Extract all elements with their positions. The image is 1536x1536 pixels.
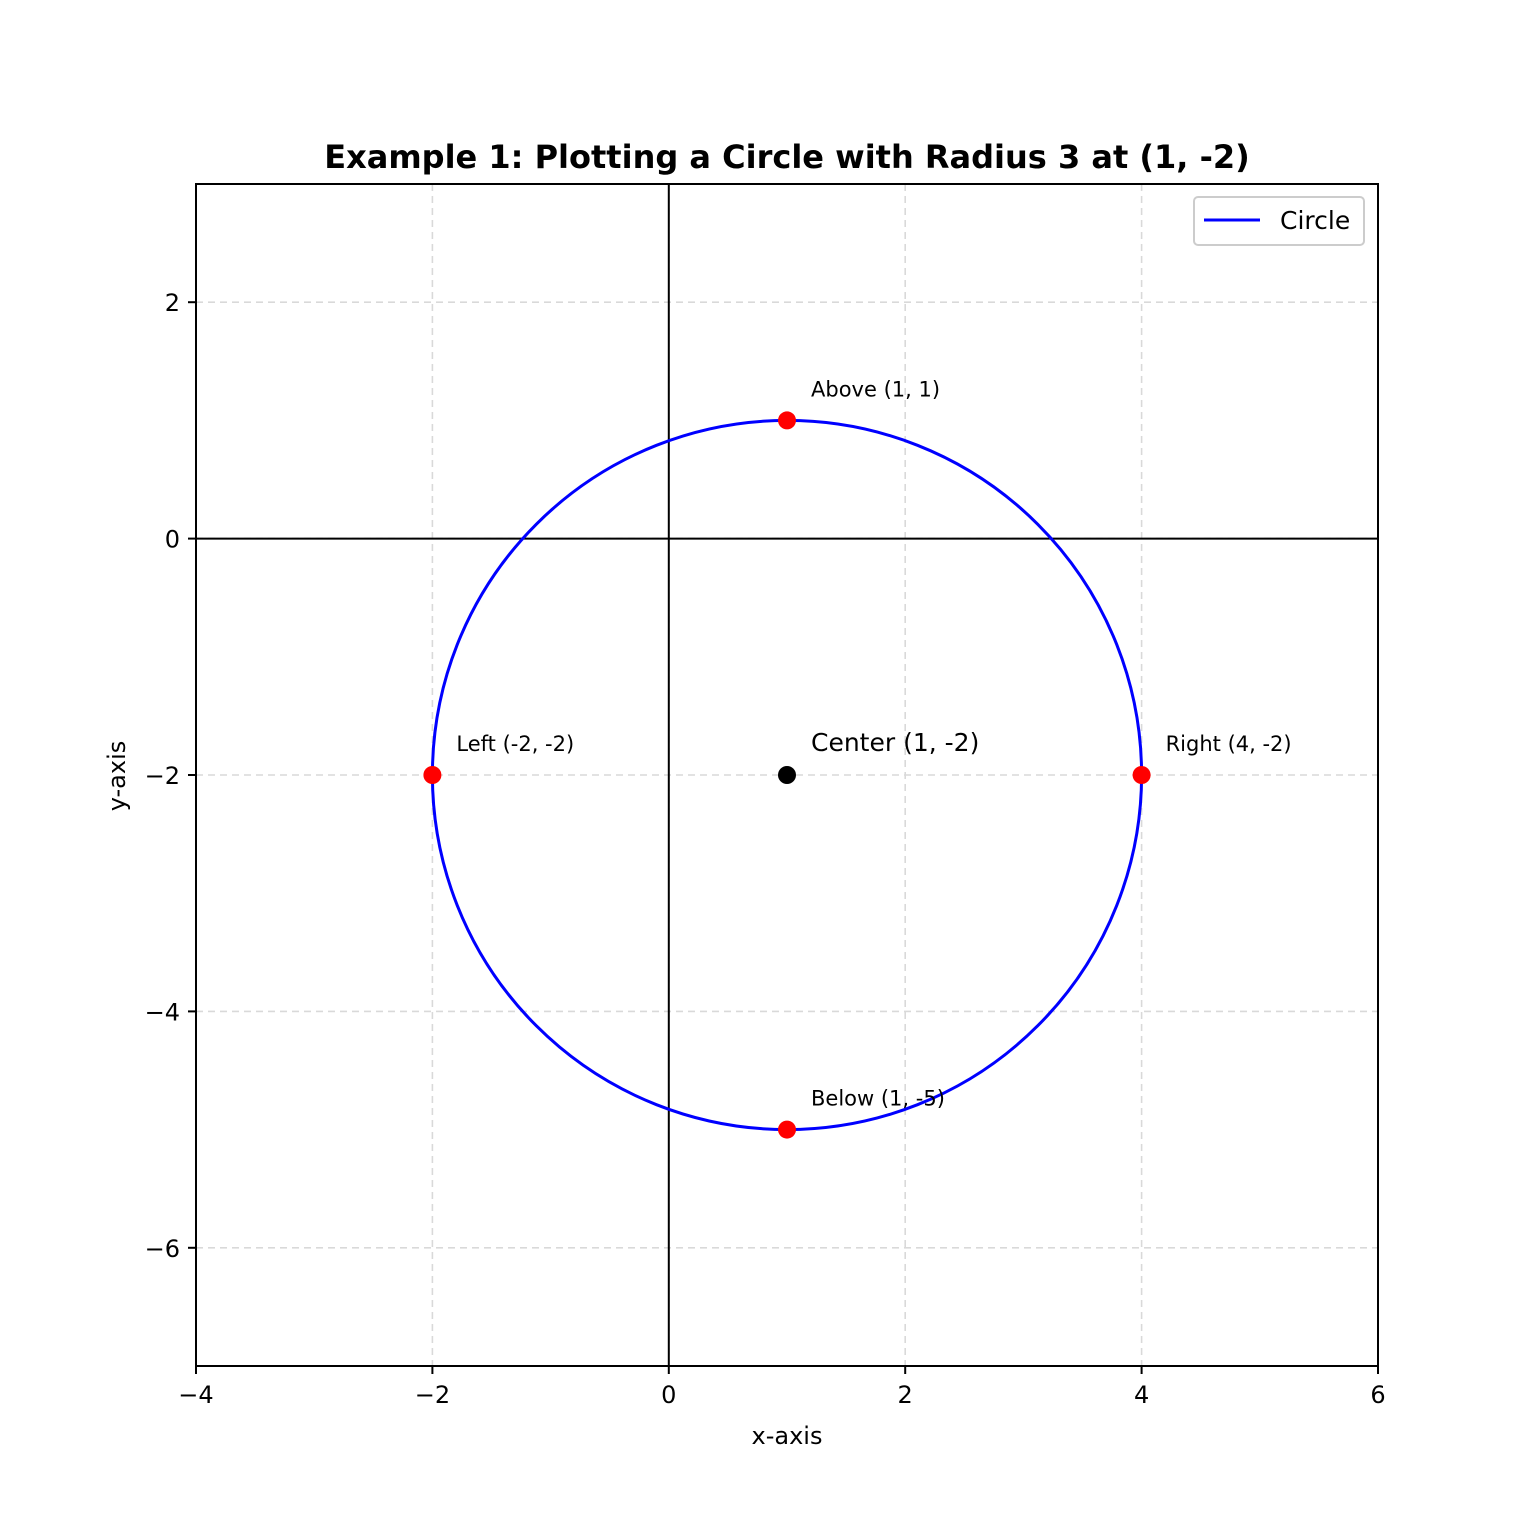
- legend-label-circle: Circle: [1280, 206, 1350, 235]
- x-tick-label: −4: [178, 1381, 213, 1409]
- y-tick-label: 2: [165, 289, 180, 317]
- y-tick-label: −6: [145, 1235, 180, 1263]
- x-tick-label: 6: [1370, 1381, 1385, 1409]
- y-axis-label: y-axis: [103, 741, 131, 812]
- point-below: [778, 1120, 796, 1139]
- annotation-below: Below (1, -5): [811, 1087, 945, 1111]
- plot-area: Center (1, -2) Above (1, 1) Below (1, -5) L…: [423, 377, 1292, 1139]
- y-tick-label: 0: [165, 526, 180, 554]
- point-center: [778, 766, 796, 784]
- chart-title: Example 1: Plotting a Circle with Radius…: [324, 138, 1250, 176]
- x-tick-label: −2: [415, 1381, 450, 1409]
- x-axis-label: x-axis: [752, 1422, 823, 1450]
- annotation-left: Left (-2, -2): [456, 732, 574, 756]
- zero-axis-lines: [196, 184, 1378, 1366]
- legend: Circle: [1193, 196, 1365, 246]
- x-tick-label: 0: [661, 1381, 676, 1409]
- y-axis-ticks: −6 −4 −2 0 2: [145, 289, 196, 1263]
- x-axis-ticks: −4 −2 0 2 4 6: [178, 1366, 1386, 1409]
- y-tick-label: −2: [145, 762, 180, 790]
- x-tick-label: 2: [898, 1381, 913, 1409]
- x-tick-label: 4: [1134, 1381, 1149, 1409]
- point-above: [778, 411, 796, 430]
- annotation-center: Center (1, -2): [811, 728, 979, 757]
- annotation-above: Above (1, 1): [811, 377, 940, 401]
- point-left: [423, 766, 442, 784]
- annotation-right: Right (4, -2): [1166, 732, 1292, 756]
- point-right: [1132, 766, 1151, 784]
- y-tick-label: −4: [145, 998, 180, 1026]
- legend-box: [1193, 196, 1365, 246]
